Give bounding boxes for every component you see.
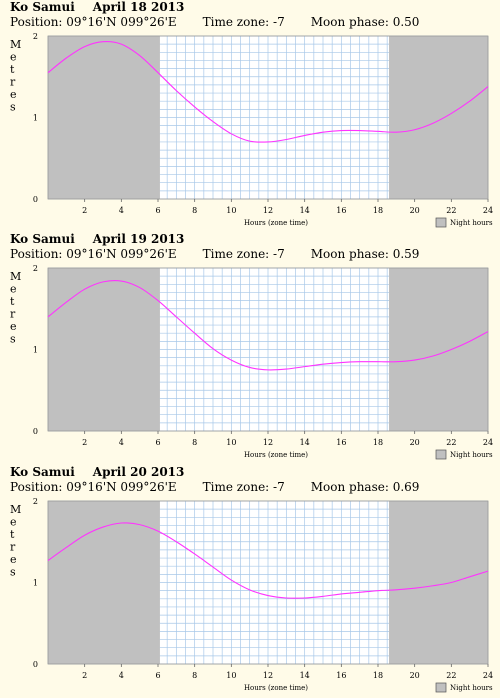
x-tick-label: 10 (226, 671, 236, 680)
night-band-overlay (389, 36, 488, 199)
x-tick-label: 8 (192, 438, 197, 447)
y-tick-label: 0 (33, 660, 38, 669)
night-band-overlay (389, 501, 488, 664)
x-tick-label: 2 (82, 206, 87, 215)
x-tick-label: 22 (446, 438, 456, 447)
x-tick-label: 18 (373, 671, 383, 680)
x-tick-label: 20 (410, 206, 420, 215)
x-tick-label: 14 (300, 438, 310, 447)
moon-phase-text: Moon phase: 0.69 (310, 480, 420, 494)
night-legend-label: Night hours (450, 684, 493, 692)
chart-title: Ko Samui April 20 2013 (10, 465, 184, 479)
x-tick-label: 8 (192, 671, 197, 680)
tide-height-line (47, 522, 489, 599)
moon-phase-text: Moon phase: 0.50 (310, 15, 420, 29)
y-tick-label: 1 (33, 579, 38, 588)
tide-panel: Ko Samui April 19 2013 Position: 09°16'N 0… (0, 232, 500, 462)
tide-panel: Ko Samui April 18 2013 Position: 09°16'N 0… (0, 0, 500, 230)
night-legend-label: Night hours (450, 451, 493, 459)
chart-date: April 18 2013 (92, 0, 185, 14)
x-tick-label: 24 (483, 206, 493, 215)
x-tick-label: 14 (300, 671, 310, 680)
y-tick-label: 0 (33, 427, 38, 436)
x-axis-label: Hours (zone time) (244, 451, 308, 459)
position-text: Position: 09°16'N 099°26'E (10, 247, 177, 261)
timezone-text: Time zone: -7 (202, 247, 285, 261)
tide-height-line (47, 279, 489, 371)
x-tick-label: 24 (483, 671, 493, 680)
location-name: Ko Samui (10, 0, 75, 14)
chart-title: Ko Samui April 19 2013 (10, 232, 184, 246)
night-band-overlay (48, 268, 160, 431)
position-text: Position: 09°16'N 099°26'E (10, 15, 177, 29)
y-tick-label: 1 (33, 114, 38, 123)
x-tick-label: 12 (263, 206, 273, 215)
location-name: Ko Samui (10, 465, 75, 479)
x-tick-label: 18 (373, 438, 383, 447)
timezone-text: Time zone: -7 (202, 15, 285, 29)
x-tick-label: 14 (300, 206, 310, 215)
x-tick-label: 12 (263, 671, 273, 680)
x-tick-label: 18 (373, 206, 383, 215)
x-tick-label: 24 (483, 438, 493, 447)
y-tick-label: 2 (33, 32, 38, 41)
night-legend-swatch (435, 682, 447, 693)
night-legend-swatch (435, 217, 447, 228)
x-tick-label: 22 (446, 206, 456, 215)
x-tick-label: 6 (155, 206, 160, 215)
y-tick-label: 0 (33, 195, 38, 204)
x-tick-label: 8 (192, 206, 197, 215)
moon-phase-text: Moon phase: 0.59 (310, 247, 420, 261)
x-tick-label: 20 (410, 438, 420, 447)
x-tick-label: 6 (155, 438, 160, 447)
x-tick-label: 4 (119, 438, 124, 447)
x-tick-label: 2 (82, 671, 87, 680)
x-tick-label: 4 (119, 206, 124, 215)
chart-subtitle: Position: 09°16'N 099°26'E Time zone: -7 M… (10, 15, 445, 29)
timezone-text: Time zone: -7 (202, 480, 285, 494)
night-legend-swatch (435, 449, 447, 460)
y-tick-label: 2 (33, 497, 38, 506)
chart-title: Ko Samui April 18 2013 (10, 0, 184, 14)
x-tick-label: 16 (336, 671, 346, 680)
position-text: Position: 09°16'N 099°26'E (10, 480, 177, 494)
night-band-overlay (389, 268, 488, 431)
chart-date: April 20 2013 (92, 465, 185, 479)
x-tick-label: 10 (226, 206, 236, 215)
chart-date: April 19 2013 (92, 232, 185, 246)
x-axis-label: Hours (zone time) (244, 219, 308, 227)
x-tick-label: 12 (263, 438, 273, 447)
x-tick-label: 10 (226, 438, 236, 447)
x-tick-label: 22 (446, 671, 456, 680)
night-legend-label: Night hours (450, 219, 493, 227)
x-tick-label: 4 (119, 671, 124, 680)
x-tick-label: 6 (155, 671, 160, 680)
x-tick-label: 16 (336, 206, 346, 215)
y-tick-label: 1 (33, 346, 38, 355)
tide-panel: Ko Samui April 20 2013 Position: 09°16'N 0… (0, 465, 500, 695)
location-name: Ko Samui (10, 232, 75, 246)
x-tick-label: 2 (82, 438, 87, 447)
night-band-overlay (48, 501, 160, 664)
x-tick-label: 16 (336, 438, 346, 447)
chart-subtitle: Position: 09°16'N 099°26'E Time zone: -7 M… (10, 247, 445, 261)
x-tick-label: 20 (410, 671, 420, 680)
chart-subtitle: Position: 09°16'N 099°26'E Time zone: -7 M… (10, 480, 445, 494)
night-band-overlay (48, 36, 160, 199)
x-axis-label: Hours (zone time) (244, 684, 308, 692)
y-tick-label: 2 (33, 264, 38, 273)
tide-height-line (47, 41, 489, 143)
